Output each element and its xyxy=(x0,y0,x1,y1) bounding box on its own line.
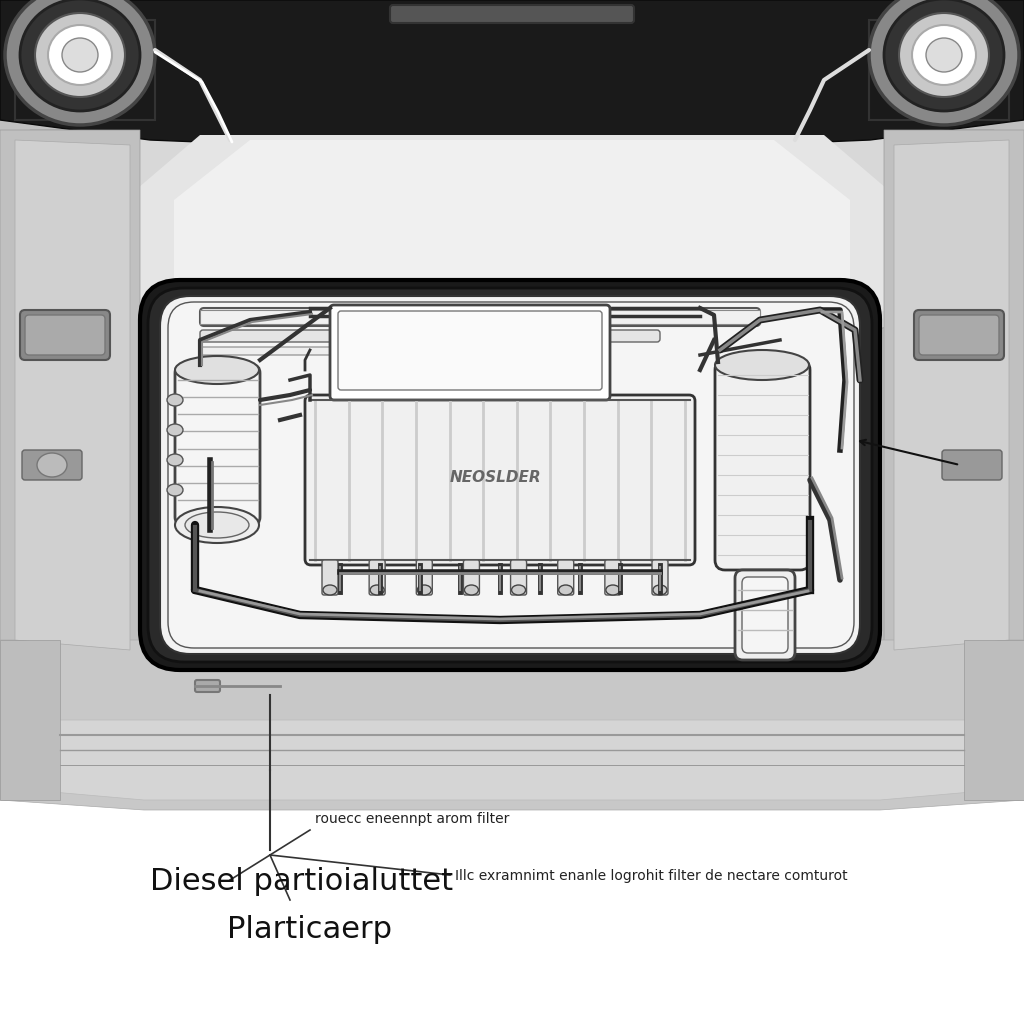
Polygon shape xyxy=(0,640,60,800)
FancyBboxPatch shape xyxy=(200,308,760,326)
Ellipse shape xyxy=(715,350,809,380)
Ellipse shape xyxy=(370,585,384,595)
Polygon shape xyxy=(964,640,1024,800)
FancyBboxPatch shape xyxy=(338,311,602,390)
Polygon shape xyxy=(30,720,994,800)
FancyBboxPatch shape xyxy=(369,560,385,595)
FancyBboxPatch shape xyxy=(160,296,860,654)
Ellipse shape xyxy=(884,0,1004,111)
FancyBboxPatch shape xyxy=(464,560,479,595)
Polygon shape xyxy=(894,140,1009,650)
Bar xyxy=(200,310,760,324)
Ellipse shape xyxy=(653,585,667,595)
FancyBboxPatch shape xyxy=(140,280,880,670)
FancyBboxPatch shape xyxy=(558,560,573,595)
FancyBboxPatch shape xyxy=(914,310,1004,360)
Ellipse shape xyxy=(869,0,1019,125)
FancyBboxPatch shape xyxy=(20,310,110,360)
Ellipse shape xyxy=(175,356,259,384)
Ellipse shape xyxy=(185,512,249,538)
Polygon shape xyxy=(174,140,850,305)
Ellipse shape xyxy=(5,0,155,125)
FancyBboxPatch shape xyxy=(322,560,338,595)
Ellipse shape xyxy=(35,13,125,97)
FancyBboxPatch shape xyxy=(715,360,810,570)
FancyBboxPatch shape xyxy=(511,560,526,595)
FancyBboxPatch shape xyxy=(200,330,660,342)
Ellipse shape xyxy=(559,585,572,595)
Ellipse shape xyxy=(167,454,183,466)
FancyBboxPatch shape xyxy=(390,5,634,23)
FancyBboxPatch shape xyxy=(652,560,668,595)
Polygon shape xyxy=(0,640,1024,810)
Text: NEOSLDER: NEOSLDER xyxy=(450,470,541,485)
Ellipse shape xyxy=(175,507,259,543)
FancyBboxPatch shape xyxy=(919,315,999,355)
FancyBboxPatch shape xyxy=(175,365,260,525)
Polygon shape xyxy=(884,130,1024,750)
Polygon shape xyxy=(0,130,140,750)
Polygon shape xyxy=(15,140,130,650)
FancyBboxPatch shape xyxy=(417,560,432,595)
FancyBboxPatch shape xyxy=(735,570,795,660)
Polygon shape xyxy=(124,135,900,319)
Bar xyxy=(0,0,1024,30)
Ellipse shape xyxy=(20,0,140,111)
FancyBboxPatch shape xyxy=(25,315,105,355)
Ellipse shape xyxy=(899,13,989,97)
Polygon shape xyxy=(30,130,994,330)
FancyBboxPatch shape xyxy=(742,577,788,653)
FancyBboxPatch shape xyxy=(330,305,610,400)
Text: Diesel partioialuttet: Diesel partioialuttet xyxy=(150,867,454,896)
Ellipse shape xyxy=(418,585,431,595)
Ellipse shape xyxy=(62,38,98,72)
FancyBboxPatch shape xyxy=(148,288,872,662)
Ellipse shape xyxy=(167,394,183,406)
FancyBboxPatch shape xyxy=(605,560,621,595)
Text: Plarticaerp: Plarticaerp xyxy=(227,915,392,944)
Polygon shape xyxy=(0,0,1024,145)
Polygon shape xyxy=(0,0,1024,800)
FancyBboxPatch shape xyxy=(22,450,82,480)
Ellipse shape xyxy=(323,585,337,595)
Ellipse shape xyxy=(512,585,525,595)
FancyBboxPatch shape xyxy=(942,450,1002,480)
FancyBboxPatch shape xyxy=(168,302,854,648)
Ellipse shape xyxy=(465,585,478,595)
FancyBboxPatch shape xyxy=(200,347,560,355)
Ellipse shape xyxy=(926,38,962,72)
FancyBboxPatch shape xyxy=(305,395,695,565)
Text: Illc exramnimt enanle logrohit filter de nectare comturot: Illc exramnimt enanle logrohit filter de… xyxy=(455,869,848,883)
Ellipse shape xyxy=(167,424,183,436)
Text: rouecc eneennpt arom filter: rouecc eneennpt arom filter xyxy=(315,812,509,826)
Ellipse shape xyxy=(48,25,112,85)
Ellipse shape xyxy=(167,484,183,496)
Ellipse shape xyxy=(606,585,620,595)
FancyBboxPatch shape xyxy=(195,680,220,692)
Ellipse shape xyxy=(912,25,976,85)
Ellipse shape xyxy=(37,453,67,477)
